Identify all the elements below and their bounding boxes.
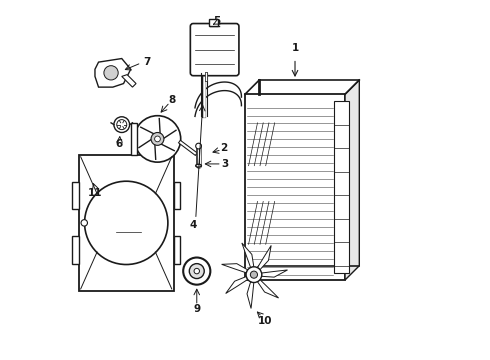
- Circle shape: [189, 264, 204, 279]
- Polygon shape: [247, 282, 254, 309]
- Text: 3: 3: [222, 159, 229, 169]
- Circle shape: [114, 117, 130, 132]
- Circle shape: [134, 116, 181, 162]
- Text: 9: 9: [193, 304, 200, 314]
- Text: 8: 8: [168, 95, 175, 105]
- Polygon shape: [345, 80, 359, 280]
- Circle shape: [250, 271, 258, 278]
- Text: 5: 5: [213, 16, 220, 26]
- Text: 11: 11: [88, 188, 102, 198]
- Bar: [173, 182, 180, 209]
- Polygon shape: [262, 270, 288, 277]
- Bar: [131, 123, 137, 155]
- Bar: [73, 182, 79, 209]
- Circle shape: [151, 132, 164, 145]
- Bar: [73, 237, 79, 264]
- Bar: [209, 18, 218, 26]
- Circle shape: [104, 66, 118, 80]
- Polygon shape: [257, 280, 279, 298]
- Polygon shape: [242, 243, 254, 267]
- Circle shape: [196, 143, 201, 149]
- Circle shape: [246, 267, 262, 283]
- Text: 6: 6: [116, 139, 123, 149]
- Text: 10: 10: [257, 316, 272, 326]
- Text: 1: 1: [292, 43, 298, 53]
- Text: 4: 4: [190, 220, 197, 230]
- Bar: [245, 94, 345, 280]
- Polygon shape: [226, 276, 248, 293]
- Polygon shape: [95, 59, 131, 87]
- Polygon shape: [257, 246, 271, 270]
- Bar: [173, 237, 180, 264]
- Circle shape: [155, 136, 160, 142]
- FancyBboxPatch shape: [190, 23, 239, 76]
- Text: 2: 2: [220, 143, 227, 153]
- Bar: [334, 102, 348, 273]
- Circle shape: [81, 220, 88, 226]
- Text: 7: 7: [143, 57, 150, 67]
- Ellipse shape: [196, 164, 201, 167]
- Polygon shape: [221, 264, 248, 273]
- FancyBboxPatch shape: [79, 155, 173, 291]
- Circle shape: [85, 181, 168, 265]
- Circle shape: [183, 257, 210, 285]
- Polygon shape: [122, 75, 136, 87]
- Circle shape: [194, 268, 199, 274]
